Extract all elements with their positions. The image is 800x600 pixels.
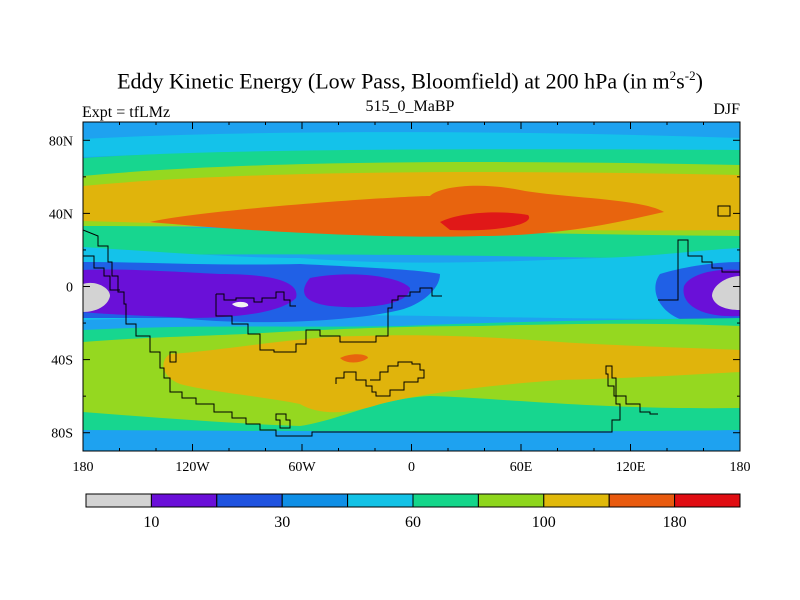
y-tick-label: 0 (66, 281, 73, 296)
contour-eq-white-spot (232, 301, 249, 308)
y-tick-label: 40S (51, 354, 73, 369)
colorbar: 10 30 60 100 180 (85, 493, 741, 531)
coast-south-america-north (216, 291, 296, 307)
y-tick-label: 40N (49, 207, 73, 222)
contour-band-n-red (440, 212, 530, 231)
colorbar-label: 60 (405, 514, 421, 531)
season-label: DJF (713, 101, 740, 118)
colorbar-swatch (281, 493, 349, 508)
colorbar-label: 30 (274, 514, 290, 531)
colorbar-label: 100 (532, 514, 556, 531)
x-tick-label: 0 (408, 460, 415, 475)
coast-south-america-west (215, 287, 442, 353)
x-tick-label: 120E (616, 460, 646, 475)
chart-title: Eddy Kinetic Energy (Low Pass, Bloomfiel… (117, 68, 703, 94)
contour-eq-purple-west (83, 269, 297, 318)
contour-eq-gray-west (83, 282, 110, 312)
coast-island-south (169, 351, 177, 363)
x-tick-label: 60W (288, 460, 316, 475)
coast-east-pacific (658, 239, 740, 301)
map-layer (83, 122, 740, 451)
contour-band-n-orange (150, 185, 664, 237)
axes: 180 120W 60W 0 60E 120E 180 80N 40N 0 40S 80S (49, 122, 751, 475)
colorbar-label: 180 (663, 514, 687, 531)
x-tick-label: 180 (730, 460, 751, 475)
y-tick-label: 80S (51, 427, 73, 442)
colorbar-label: 10 (143, 514, 159, 531)
colorbar-swatch (347, 493, 414, 508)
colorbar-swatch (608, 493, 676, 508)
colorbar-swatch (674, 493, 741, 508)
x-tick-label: 180 (73, 460, 94, 475)
y-tick-label: 80N (49, 134, 73, 149)
contour-band-s-orange (340, 354, 368, 363)
colorbar-swatch (216, 493, 283, 508)
contour-eq-purple-central (304, 274, 410, 308)
colorbar-swatch (543, 493, 610, 508)
coast-americas (83, 229, 658, 437)
coast-africa-north (83, 255, 120, 291)
x-tick-label: 60E (510, 460, 533, 475)
colorbar-swatch (150, 493, 218, 508)
contour-band-s-gold (163, 335, 740, 413)
colorbar-swatch (412, 493, 479, 508)
colorbar-swatch (85, 493, 152, 508)
contour-band-nmid-green (83, 224, 740, 260)
x-tick-label: 120W (175, 460, 210, 475)
coastline-layer (83, 205, 740, 437)
experiment-label: Expt = tfLMz (82, 104, 171, 121)
run-id-label: 515_0_MaBP (365, 98, 455, 115)
coast-island-north (717, 205, 731, 217)
coast-africa-south (335, 361, 425, 397)
colorbar-swatch (477, 493, 545, 508)
coast-antarctic-peninsula (275, 413, 291, 429)
contour-eq-gray-east (712, 276, 740, 310)
